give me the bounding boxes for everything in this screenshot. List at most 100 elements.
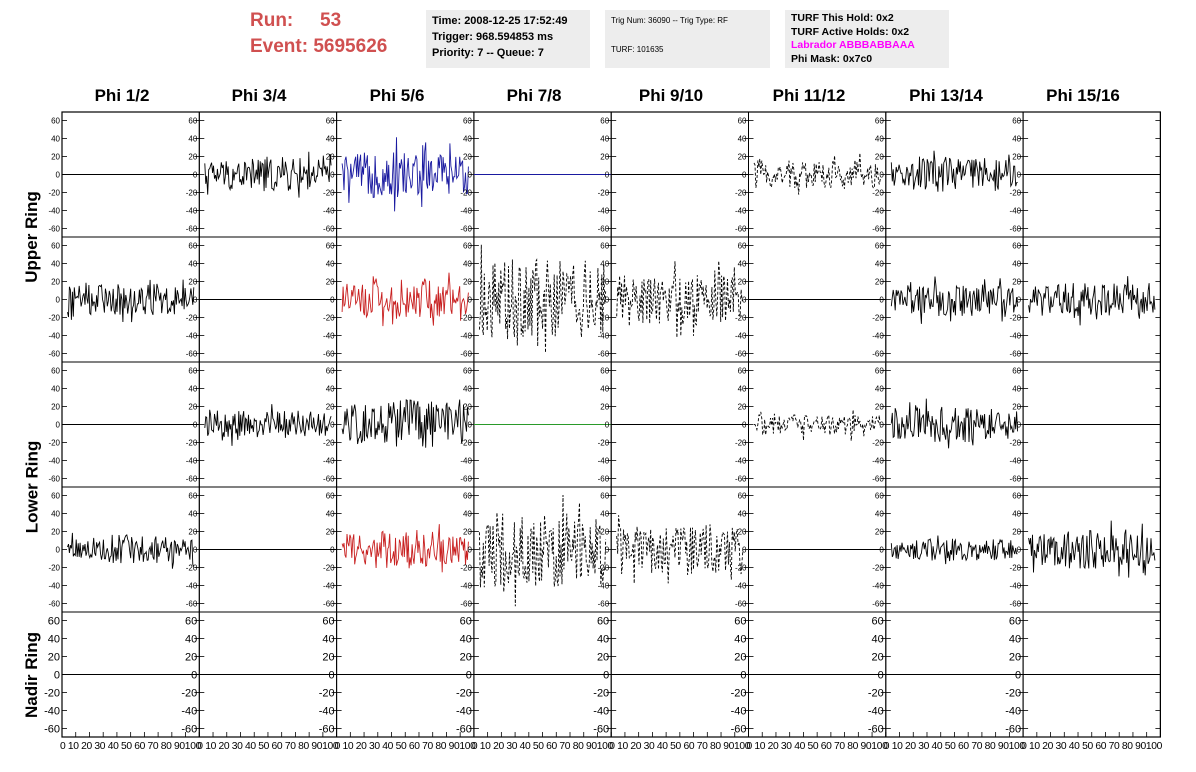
- y-tick-label: -40: [598, 457, 610, 466]
- y-tick-label: 0: [603, 670, 609, 682]
- column-header-phi-1-2: Phi 1/2: [94, 86, 150, 105]
- y-tick-label: -40: [323, 207, 335, 216]
- phi-mask-text: Phi Mask: 0x7c0: [791, 52, 873, 65]
- y-tick-label: -20: [1010, 189, 1022, 198]
- column-header-phi-3-4: Phi 3/4: [231, 86, 287, 105]
- y-tick-label: -20: [460, 314, 472, 323]
- y-tick-label: -60: [319, 724, 335, 736]
- turf-this-hold-text: TURF This Hold: 0x2: [791, 12, 894, 24]
- y-tick-label: 20: [326, 528, 335, 537]
- y-tick-label: 20: [875, 403, 884, 412]
- y-tick-label: -40: [186, 207, 198, 216]
- y-tick-label: -20: [872, 439, 884, 448]
- y-tick-label: 20: [1012, 153, 1021, 162]
- y-tick-label: -60: [323, 475, 335, 484]
- y-tick-label: 0: [879, 171, 884, 180]
- y-tick-label: -20: [1010, 314, 1022, 323]
- y-tick-label: 60: [463, 117, 472, 126]
- y-tick-label: -60: [1005, 724, 1021, 736]
- time-text: Time: 2008-12-25 17:52:49: [432, 15, 568, 27]
- y-tick-label: 20: [463, 278, 472, 287]
- trace-line: [1028, 276, 1156, 326]
- y-tick-label: 40: [738, 385, 747, 394]
- y-tick-label: -20: [735, 314, 747, 323]
- trace-line: [753, 409, 881, 441]
- y-tick-label: 40: [1012, 385, 1021, 394]
- y-tick-label: -40: [735, 207, 747, 216]
- y-tick-label: 60: [48, 616, 60, 628]
- y-tick-label: 40: [734, 634, 746, 646]
- y-tick-label: -20: [868, 688, 884, 700]
- y-tick-label: -20: [48, 439, 60, 448]
- panel-r0-c6: 60 40 20 0 -20 -40 -60: [872, 111, 1024, 238]
- y-tick-label: 20: [185, 652, 197, 664]
- y-tick-label: 40: [1012, 135, 1021, 144]
- trace-line: [1028, 520, 1156, 578]
- y-tick-label: 20: [463, 153, 472, 162]
- turf-text: TURF: 101635: [611, 45, 664, 54]
- y-tick-label: 60: [51, 117, 60, 126]
- y-tick-label: 60: [600, 367, 609, 376]
- y-tick-label: 60: [463, 492, 472, 501]
- panel-r0-c2: 60 40 20 0 -20 -40 -60: [323, 111, 475, 238]
- y-tick-label: -60: [868, 724, 884, 736]
- y-tick-label: -20: [872, 564, 884, 573]
- y-tick-label: 60: [51, 242, 60, 251]
- y-tick-label: 40: [185, 634, 197, 646]
- y-tick-label: -40: [456, 706, 472, 718]
- y-tick-label: 20: [738, 528, 747, 537]
- x-tick-label: 0 10 20 30 40 50 60 70 80 90100: [60, 741, 202, 752]
- x-tick-label: 0 10 20 30 40 50 60 70 80 90100: [197, 741, 339, 752]
- y-tick-label: 20: [51, 278, 60, 287]
- trace-line: [616, 515, 744, 584]
- x-tick-label: 0 10 20 30 40 50 60 70 80 90100: [609, 741, 751, 752]
- y-tick-label: 40: [1012, 510, 1021, 519]
- y-tick-label: 20: [872, 652, 884, 664]
- panel-r2-c2: 60 40 20 0 -20 -40 -60: [323, 361, 475, 488]
- y-tick-label: 20: [734, 652, 746, 664]
- y-tick-label: -20: [44, 688, 60, 700]
- panel-frame: [473, 486, 612, 613]
- trig-num-text: Trig Num: 36090 -- Trig Type: RF: [611, 16, 728, 25]
- y-tick-label: -20: [460, 439, 472, 448]
- y-tick-label: 0: [742, 296, 747, 305]
- panel-r0-c1: 60 40 20 0 -20 -40 -60: [186, 111, 338, 238]
- y-tick-label: 0: [193, 421, 198, 430]
- y-tick-label: 40: [322, 634, 334, 646]
- y-tick-label: -40: [735, 332, 747, 341]
- y-tick-label: 0: [742, 421, 747, 430]
- y-tick-label: 40: [51, 385, 60, 394]
- y-tick-label: -60: [48, 600, 60, 609]
- y-tick-label: 20: [600, 528, 609, 537]
- panel-r3-c4: 60 40 20 0 -20 -40 -60: [598, 486, 750, 613]
- y-tick-label: 20: [463, 528, 472, 537]
- y-tick-label: -20: [731, 688, 747, 700]
- y-tick-label: 0: [467, 546, 472, 555]
- y-tick-label: 40: [463, 385, 472, 394]
- y-tick-label: 20: [51, 153, 60, 162]
- panel-r4-c1: 60 40 20 0 -20 -40 -60: [181, 611, 338, 738]
- y-tick-label: -40: [735, 582, 747, 591]
- y-tick-label: 60: [600, 492, 609, 501]
- y-tick-label: 20: [597, 652, 609, 664]
- y-tick-label: 20: [51, 528, 60, 537]
- y-tick-label: -20: [735, 439, 747, 448]
- y-tick-label: -60: [731, 724, 747, 736]
- y-tick-label: 0: [605, 546, 610, 555]
- y-tick-label: 40: [188, 385, 197, 394]
- y-tick-label: -60: [460, 600, 472, 609]
- y-tick-label: -40: [460, 582, 472, 591]
- y-tick-label: -40: [186, 457, 198, 466]
- x-axis-c5: 0 10 20 30 40 50 60 70 80 90100: [747, 732, 888, 752]
- panel-r2-c7: 60 40 20 0 -20 -40 -60: [1010, 361, 1161, 488]
- trace-line: [341, 524, 469, 573]
- y-tick-label: -20: [1005, 688, 1021, 700]
- y-tick-label: -20: [598, 564, 610, 573]
- y-tick-label: 40: [326, 385, 335, 394]
- y-tick-label: -60: [323, 600, 335, 609]
- y-tick-label: 40: [48, 634, 60, 646]
- y-tick-label: 60: [1012, 242, 1021, 251]
- trace-line: [341, 399, 469, 448]
- y-tick-label: 0: [466, 670, 472, 682]
